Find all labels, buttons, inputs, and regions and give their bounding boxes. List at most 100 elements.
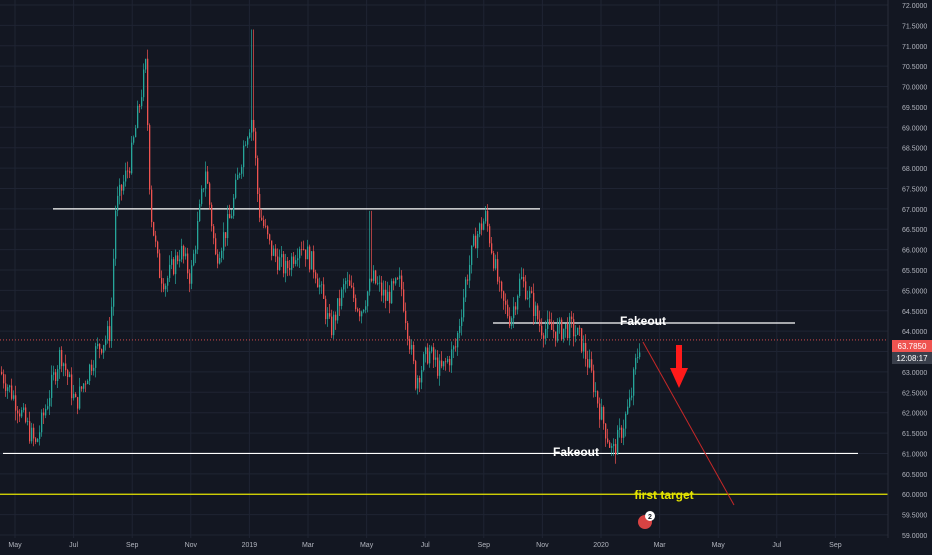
candle-body (183, 245, 185, 257)
drawings[interactable]: Fakeout Fakeout first target (553, 314, 735, 506)
candle-body (583, 343, 585, 352)
candle-body (43, 412, 45, 416)
candle-body (113, 258, 115, 307)
candle-body (597, 391, 599, 404)
candle-body (271, 240, 273, 256)
candle-body (61, 349, 63, 367)
time-tick-label: Sep (829, 542, 842, 549)
candle-body (615, 443, 617, 455)
price-tick-label: 68.5000 (902, 146, 927, 153)
candle-body (11, 385, 13, 399)
candle-body (425, 347, 427, 355)
candle-body (153, 222, 155, 236)
candle-body (155, 235, 157, 242)
price-tick-label: 66.5000 (902, 227, 927, 234)
candle-body (65, 363, 67, 371)
candle-body (587, 358, 589, 368)
candle-body (439, 360, 441, 376)
candle-body (139, 105, 141, 107)
level-lines[interactable] (0, 208, 888, 495)
candle-body (165, 285, 167, 290)
candle-body (429, 351, 431, 364)
candle-body (551, 322, 553, 330)
timer-label: 12:08:17 (896, 354, 928, 363)
candle-body (29, 421, 31, 442)
candle-body (377, 282, 379, 284)
event-marker[interactable]: 2 (638, 511, 655, 529)
candle-body (117, 195, 119, 211)
candle-body (175, 255, 177, 275)
price-tick-label: 59.5000 (902, 513, 927, 520)
candle-body (25, 407, 27, 422)
candle-body (111, 306, 113, 342)
candle-body (625, 413, 627, 429)
candle-body (77, 397, 79, 409)
candle-body (473, 235, 475, 246)
candle-body (353, 287, 355, 299)
candle-body (75, 393, 77, 398)
candle-body (279, 257, 281, 270)
candle-body (611, 446, 613, 448)
price-tick-label: 59.0000 (902, 533, 927, 540)
candle-body (169, 264, 171, 279)
candle-body (519, 278, 521, 296)
candle-body (543, 335, 545, 339)
candle-body (55, 372, 57, 381)
time-tick-label: May (8, 542, 22, 549)
candle-body (147, 58, 149, 126)
projection-trend-line[interactable] (642, 341, 735, 506)
candle-body (129, 170, 131, 174)
candle-body (591, 359, 593, 371)
candle-body (207, 171, 209, 184)
candle-body (221, 250, 223, 259)
candle-body (201, 188, 203, 204)
candle-body (555, 331, 557, 341)
candle-body (243, 145, 245, 168)
candle-body (237, 174, 239, 180)
candle-body (323, 284, 325, 299)
candle-body (495, 259, 497, 269)
candle-body (399, 275, 401, 279)
candle-body (339, 298, 341, 306)
candle-body (281, 254, 283, 258)
price-tick-label: 66.0000 (902, 248, 927, 255)
candle-body (159, 253, 161, 278)
candle-body (233, 197, 235, 216)
candle-body (119, 184, 121, 196)
candle-body (225, 232, 227, 239)
candle-body (227, 214, 229, 239)
candle-body (407, 323, 409, 340)
candle-body (327, 313, 329, 320)
candle-body (259, 194, 261, 218)
candle-body (69, 374, 71, 377)
candle-body (109, 326, 111, 342)
price-tick-label: 68.0000 (902, 166, 927, 173)
candle-body (285, 260, 287, 274)
candle-body (255, 131, 257, 159)
event-count-badge (645, 511, 655, 521)
candle-body (97, 343, 99, 347)
candle-body (295, 260, 297, 264)
candle-body (13, 395, 15, 399)
candle-body (505, 300, 507, 305)
candle-body (557, 324, 559, 341)
candle-body (359, 310, 361, 317)
price-axis[interactable]: 59.0000 59.5000 60.0000 60.5000 61.0000 61.50… (887, 0, 932, 540)
candle-body (249, 132, 251, 138)
price-tick-label: 61.0000 (902, 451, 927, 458)
candle-body (371, 278, 373, 281)
candle-body (39, 432, 41, 439)
price-tick-label: 64.5000 (902, 309, 927, 316)
candle-body (375, 270, 377, 284)
candle-body (181, 245, 183, 260)
time-axis-background (0, 538, 932, 550)
candle-body (465, 279, 467, 298)
candle-body (167, 278, 169, 286)
candle-body (501, 281, 503, 292)
candle-body (17, 410, 19, 414)
time-axis[interactable]: May Jul Sep Nov 2019 Mar May Jul Sep Nov 2020 Mar Ma… (0, 538, 932, 550)
candle-body (127, 170, 129, 172)
price-tick-label: 62.5000 (902, 390, 927, 397)
